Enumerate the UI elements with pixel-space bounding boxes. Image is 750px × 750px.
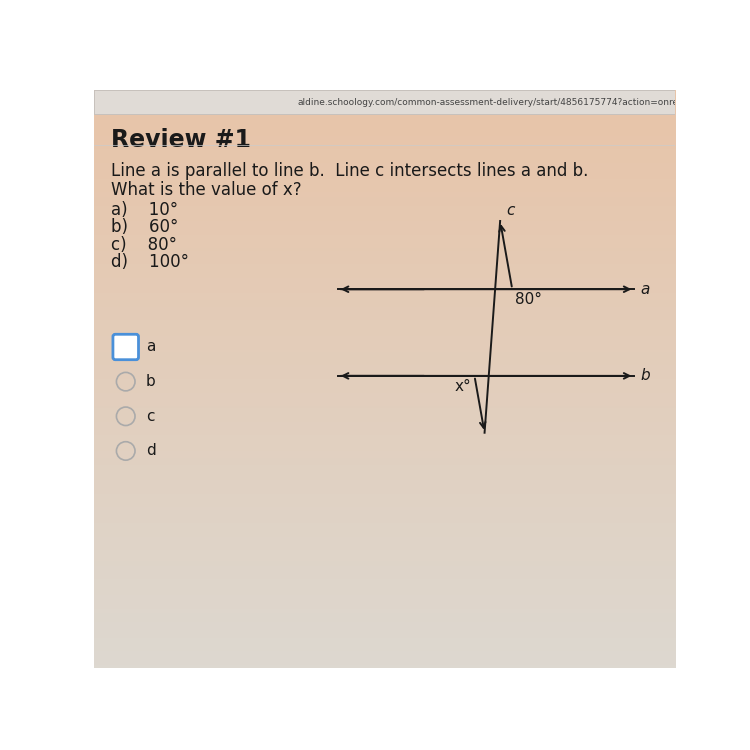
FancyBboxPatch shape bbox=[94, 90, 675, 114]
FancyBboxPatch shape bbox=[113, 334, 139, 360]
Text: d: d bbox=[146, 443, 156, 458]
Text: c: c bbox=[506, 203, 515, 218]
Text: Line a is parallel to line b.  Line c intersects lines a and b.: Line a is parallel to line b. Line c int… bbox=[111, 162, 589, 180]
Text: aldine.schoology.com/common-assessment-delivery/start/4856175774?action=onresume: aldine.schoology.com/common-assessment-d… bbox=[297, 98, 726, 106]
Text: b: b bbox=[146, 374, 156, 389]
Text: Review #1: Review #1 bbox=[111, 128, 251, 152]
Text: a: a bbox=[146, 340, 155, 355]
Text: x°: x° bbox=[454, 379, 472, 394]
Text: What is the value of x?: What is the value of x? bbox=[111, 181, 302, 199]
Text: a)    10°: a) 10° bbox=[111, 201, 178, 219]
Text: 80°: 80° bbox=[515, 292, 542, 308]
Text: b: b bbox=[640, 368, 650, 383]
Text: d)    100°: d) 100° bbox=[111, 253, 189, 271]
Text: b)    60°: b) 60° bbox=[111, 218, 178, 236]
Text: c)    80°: c) 80° bbox=[111, 236, 177, 254]
Text: a: a bbox=[640, 282, 650, 297]
Text: c: c bbox=[146, 409, 154, 424]
